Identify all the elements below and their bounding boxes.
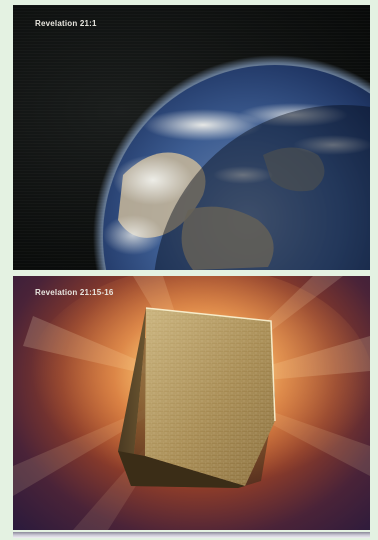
next-panel-edge [13, 532, 370, 538]
caption-revelation-21-1: Revelation 21:1 [35, 19, 97, 28]
earth-surface [103, 103, 370, 270]
cube-image-panel: Revelation 21:15-16 [13, 276, 370, 530]
cube-illustration [13, 276, 370, 530]
earth-image-panel: Revelation 21:1 [13, 5, 370, 270]
golden-cube [118, 307, 276, 488]
earth-illustration [93, 55, 370, 270]
caption-revelation-21-15-16: Revelation 21:15-16 [35, 288, 114, 297]
